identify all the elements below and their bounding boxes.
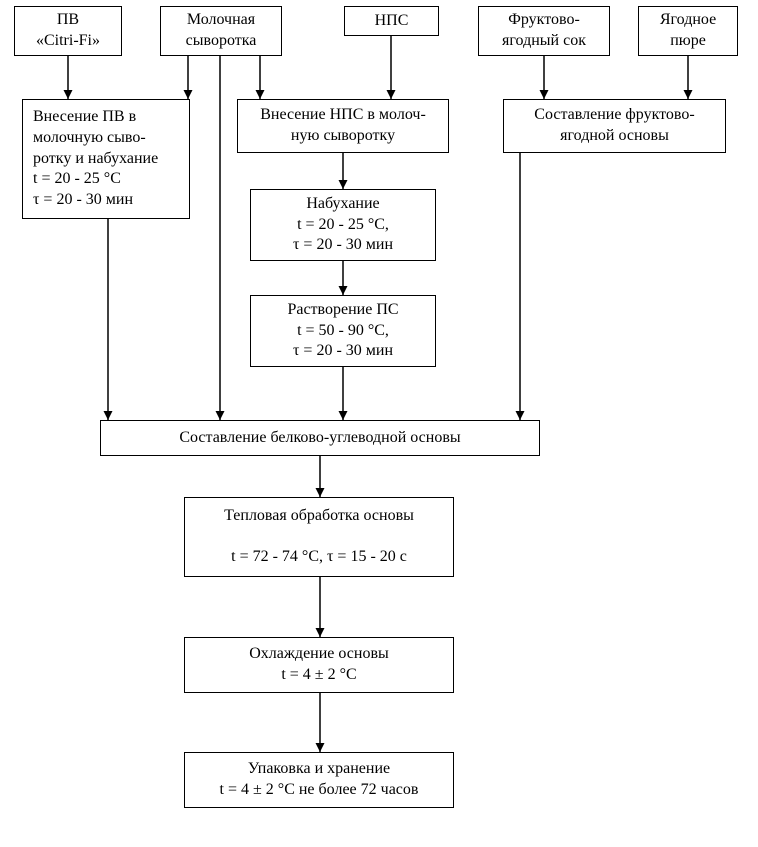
node-text: t = 4 ± 2 °С bbox=[281, 665, 356, 686]
node-text: пюре bbox=[670, 31, 706, 52]
node-n4: Фруктово-ягодный сок bbox=[478, 6, 610, 56]
node-text: t = 50 - 90 °С, bbox=[297, 321, 389, 342]
node-text: Охлаждение основы bbox=[249, 644, 389, 665]
node-text: Молочная bbox=[187, 10, 255, 31]
node-text: τ = 20 - 30 мин bbox=[33, 190, 133, 211]
node-text: Внесение ПВ в bbox=[33, 107, 136, 128]
node-text: τ = 20 - 30 мин bbox=[293, 341, 393, 362]
node-text: Ягодное bbox=[660, 10, 716, 31]
node-text: t = 72 - 74 °С, τ = 15 - 20 с bbox=[231, 547, 407, 568]
node-text: t = 20 - 25 °С, bbox=[297, 215, 389, 236]
node-text: t = 20 - 25 °С bbox=[33, 169, 121, 190]
node-text: Набухание bbox=[306, 194, 379, 215]
node-n12: Тепловая обработка основы t = 72 - 74 °С… bbox=[184, 497, 454, 577]
node-n11: Составление белково-углеводной основы bbox=[100, 420, 540, 456]
node-n14: Упаковка и хранениеt = 4 ± 2 °С не более… bbox=[184, 752, 454, 808]
node-text: ную сыворотку bbox=[291, 126, 395, 147]
node-text: Внесение НПС в молоч- bbox=[260, 105, 426, 126]
node-text: τ = 20 - 30 мин bbox=[293, 235, 393, 256]
node-text bbox=[317, 527, 321, 548]
node-n2: Молочнаясыворотка bbox=[160, 6, 282, 56]
node-n1: ПВ«Citri-Fi» bbox=[14, 6, 122, 56]
node-n10: Растворение ПСt = 50 - 90 °С,τ = 20 - 30… bbox=[250, 295, 436, 367]
node-text: ягодный сок bbox=[502, 31, 586, 52]
node-n3: НПС bbox=[344, 6, 439, 36]
node-text: сыворотка bbox=[186, 31, 257, 52]
node-text: Растворение ПС bbox=[287, 300, 398, 321]
node-text: «Citri-Fi» bbox=[36, 31, 100, 52]
node-text: НПС bbox=[375, 11, 409, 32]
node-n6: Внесение ПВ вмолочную сыво-ротку и набух… bbox=[22, 99, 190, 219]
node-text: ПВ bbox=[57, 10, 79, 31]
node-text: ягодной основы bbox=[560, 126, 669, 147]
node-text: ротку и набухание bbox=[33, 149, 158, 170]
node-n5: Ягодноепюре bbox=[638, 6, 738, 56]
node-text: t = 4 ± 2 °С не более 72 часов bbox=[220, 780, 419, 801]
node-n7: Внесение НПС в молоч-ную сыворотку bbox=[237, 99, 449, 153]
node-text: Тепловая обработка основы bbox=[224, 506, 414, 527]
node-text: Упаковка и хранение bbox=[248, 759, 390, 780]
node-n9: Набуханиеt = 20 - 25 °С,τ = 20 - 30 мин bbox=[250, 189, 436, 261]
node-text: молочную сыво- bbox=[33, 128, 146, 149]
node-text: Фруктово- bbox=[508, 10, 580, 31]
node-n13: Охлаждение основыt = 4 ± 2 °С bbox=[184, 637, 454, 693]
node-text: Составление белково-углеводной основы bbox=[179, 428, 460, 449]
node-text: Составление фруктово- bbox=[534, 105, 694, 126]
node-n8: Составление фруктово-ягодной основы bbox=[503, 99, 726, 153]
